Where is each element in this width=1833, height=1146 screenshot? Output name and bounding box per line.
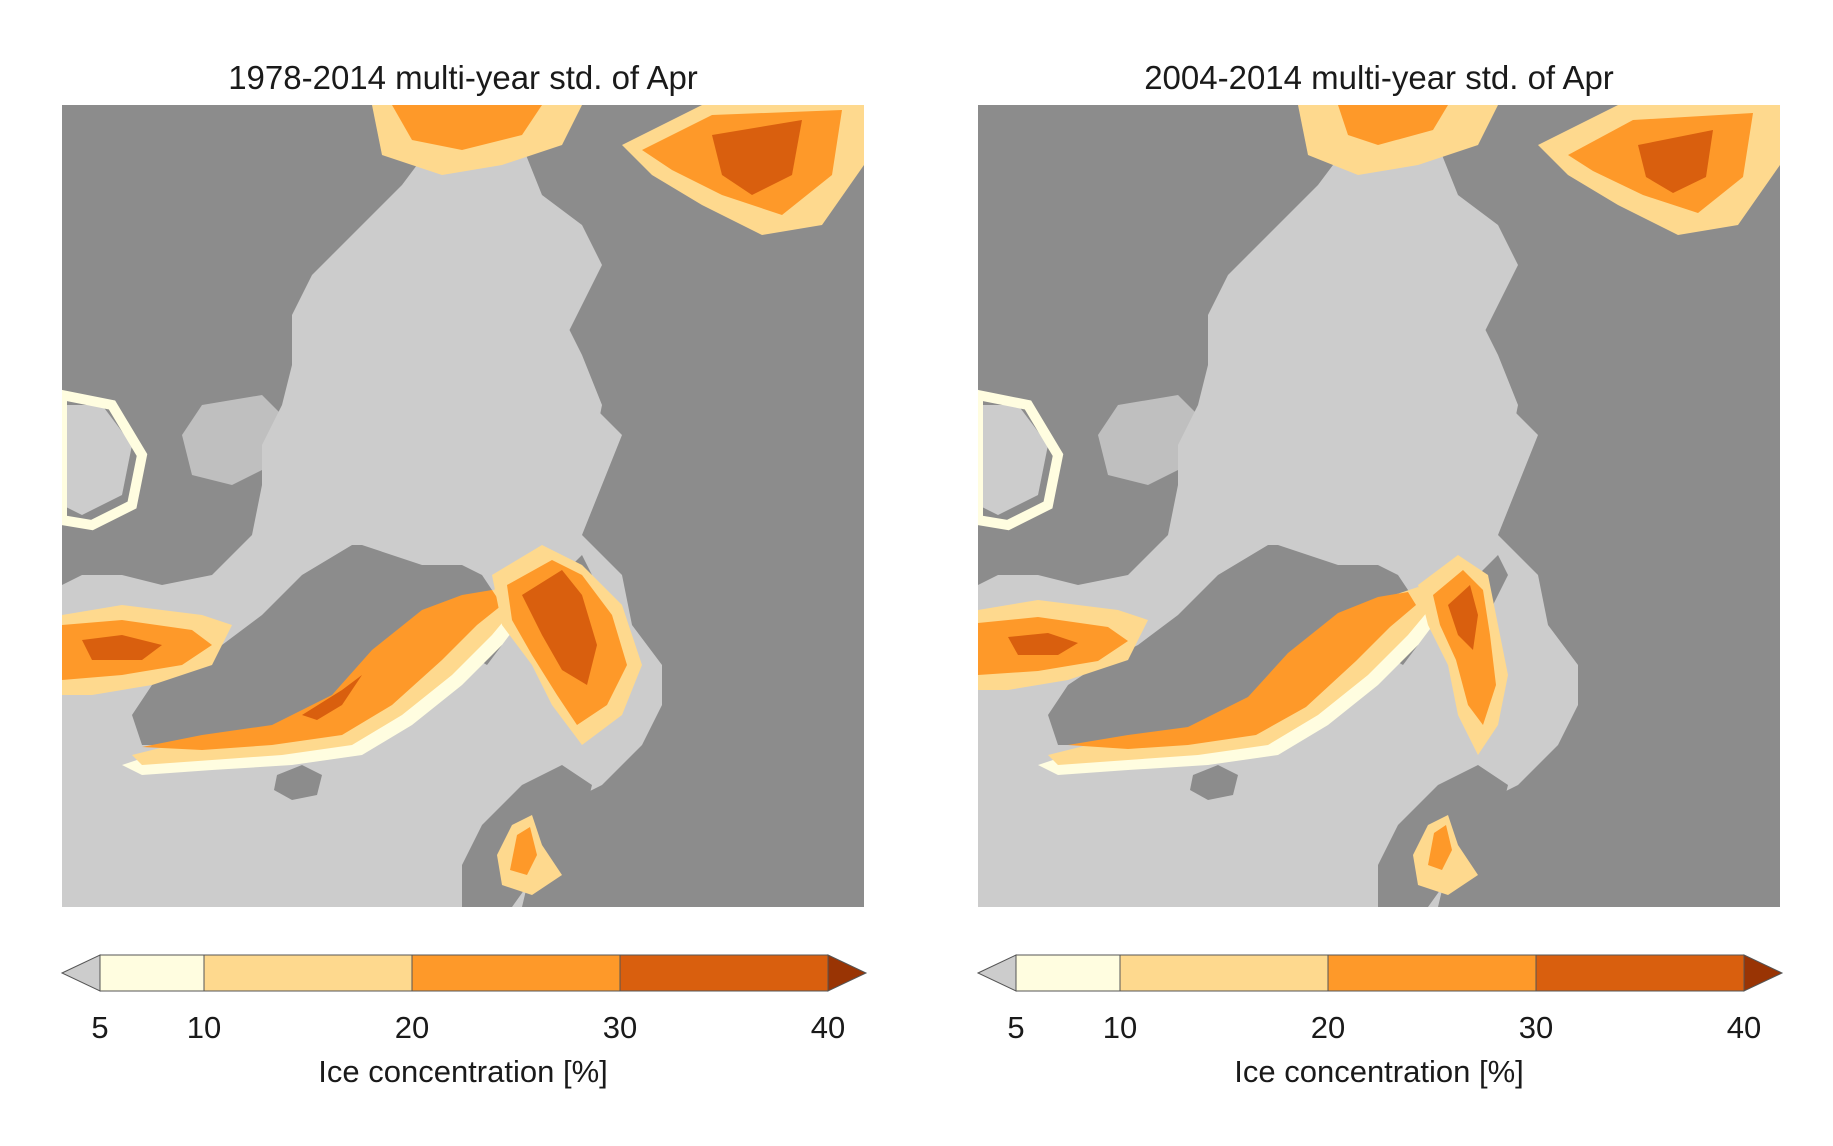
band-bering-20: [1338, 105, 1448, 145]
tick-label: 5: [91, 1010, 109, 1045]
colorbar-under-triangle: [976, 954, 1017, 992]
colorbar-label: Ice concentration [%]: [1234, 1054, 1524, 1089]
tick-label: 20: [394, 1010, 430, 1045]
map-title: 2004-2014 multi-year std. of Apr: [1144, 59, 1614, 96]
band-okhotsk-30: [712, 120, 802, 195]
left-panel: 1978-2014 multi-year std. of Apr: [0, 0, 916, 1146]
land-iceland: [274, 765, 322, 800]
colorbar-bin-5-10: [1015, 954, 1121, 992]
colorbar: [976, 954, 1784, 992]
tick-label: 20: [1310, 1010, 1346, 1045]
colorbar-bin-30-40: [619, 954, 829, 992]
band-barents-20: [1433, 570, 1496, 725]
colorbar-over-triangle: [1743, 954, 1784, 992]
colorbar-bin-10-20: [1119, 954, 1329, 992]
tick-label: 5: [1007, 1010, 1025, 1045]
tick-label: 40: [810, 1010, 846, 1045]
colorbar-bin-20-30: [1327, 954, 1537, 992]
map-svg: [62, 105, 864, 907]
colorbar-bin-20-30: [411, 954, 621, 992]
colorbar-label: Ice concentration [%]: [318, 1054, 608, 1089]
tick-label: 10: [186, 1010, 222, 1045]
band-labrador-30: [1008, 633, 1078, 655]
band-hudson-5: [978, 389, 1064, 531]
colorbar-over-triangle: [827, 954, 868, 992]
band-greenland-20: [1068, 592, 1416, 749]
land-eurasia: [1418, 105, 1780, 907]
band-greenland-30: [302, 675, 362, 720]
archipelago-channels: [182, 395, 292, 485]
tick-label: 10: [1102, 1010, 1138, 1045]
land-north-america: [978, 105, 1348, 585]
arctic-map: [978, 105, 1780, 907]
band-baltic-20: [510, 827, 537, 875]
colorbar-ticks: 5 10 20 30 40: [0, 1008, 916, 1048]
colorbar-bin-30-40: [1535, 954, 1745, 992]
band-hudson-5: [62, 389, 148, 531]
colorbar-bin-5-10: [99, 954, 205, 992]
colorbar-bin-10-20: [203, 954, 413, 992]
tick-label: 30: [602, 1010, 638, 1045]
archipelago-channels: [1098, 395, 1208, 485]
colorbar: [60, 954, 868, 992]
band-bering-20: [392, 105, 542, 150]
land-hudson-bay-hole: [978, 405, 1048, 515]
arctic-map: [62, 105, 864, 907]
band-labrador-30: [82, 635, 162, 660]
land-eurasia: [502, 105, 864, 907]
tick-label: 30: [1518, 1010, 1554, 1045]
central-arctic: [1218, 215, 1518, 565]
colorbar-under-triangle: [60, 954, 101, 992]
tick-label: 40: [1726, 1010, 1762, 1045]
map-title: 1978-2014 multi-year std. of Apr: [228, 59, 698, 96]
colorbar-ticks: 5 10 20 30 40: [916, 1008, 1832, 1048]
band-okhotsk-30: [1638, 130, 1713, 193]
right-panel: 2004-2014 multi-year std. of Apr: [916, 0, 1832, 1146]
land-iceland: [1190, 765, 1238, 800]
land-hudson-bay-hole: [62, 405, 132, 515]
map-svg: [978, 105, 1780, 907]
band-baltic-20: [1428, 825, 1452, 870]
band-greenland-20: [142, 590, 502, 750]
band-barents-30: [1448, 585, 1478, 650]
central-arctic: [302, 215, 602, 565]
land-north-america: [62, 105, 432, 585]
band-barents-30: [522, 570, 597, 685]
